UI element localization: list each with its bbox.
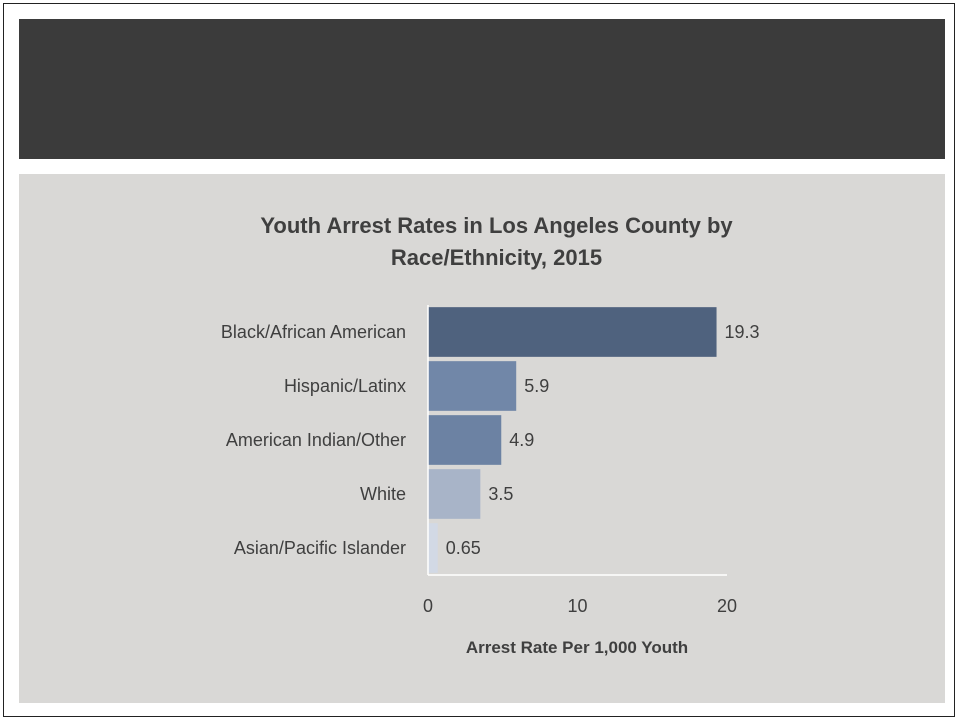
chart-title: Youth Arrest Rates in Los Angeles County…	[0, 210, 960, 274]
data-label: 3.5	[488, 484, 513, 504]
header-band	[19, 19, 945, 159]
category-label: Black/African American	[221, 322, 406, 342]
data-label: 4.9	[509, 430, 534, 450]
bar-1	[428, 361, 517, 411]
category-label: American Indian/Other	[226, 430, 406, 450]
category-label: White	[360, 484, 406, 504]
bar-4	[428, 523, 438, 573]
category-label: Asian/Pacific Islander	[234, 538, 406, 558]
x-tick-label: 10	[567, 596, 587, 616]
chart-title-line-1: Youth Arrest Rates in Los Angeles County…	[260, 213, 733, 238]
data-label: 19.3	[725, 322, 760, 342]
x-tick-label: 20	[717, 596, 737, 616]
x-tick-label: 0	[423, 596, 433, 616]
bar-0	[428, 307, 717, 357]
data-label: 0.65	[446, 538, 481, 558]
bar-3	[428, 469, 481, 519]
category-label: Hispanic/Latinx	[284, 376, 406, 396]
bar-2	[428, 415, 502, 465]
x-axis-title: Arrest Rate Per 1,000 Youth	[466, 638, 688, 657]
chart-title-line-2: Race/Ethnicity, 2015	[390, 245, 603, 270]
data-label: 5.9	[524, 376, 549, 396]
